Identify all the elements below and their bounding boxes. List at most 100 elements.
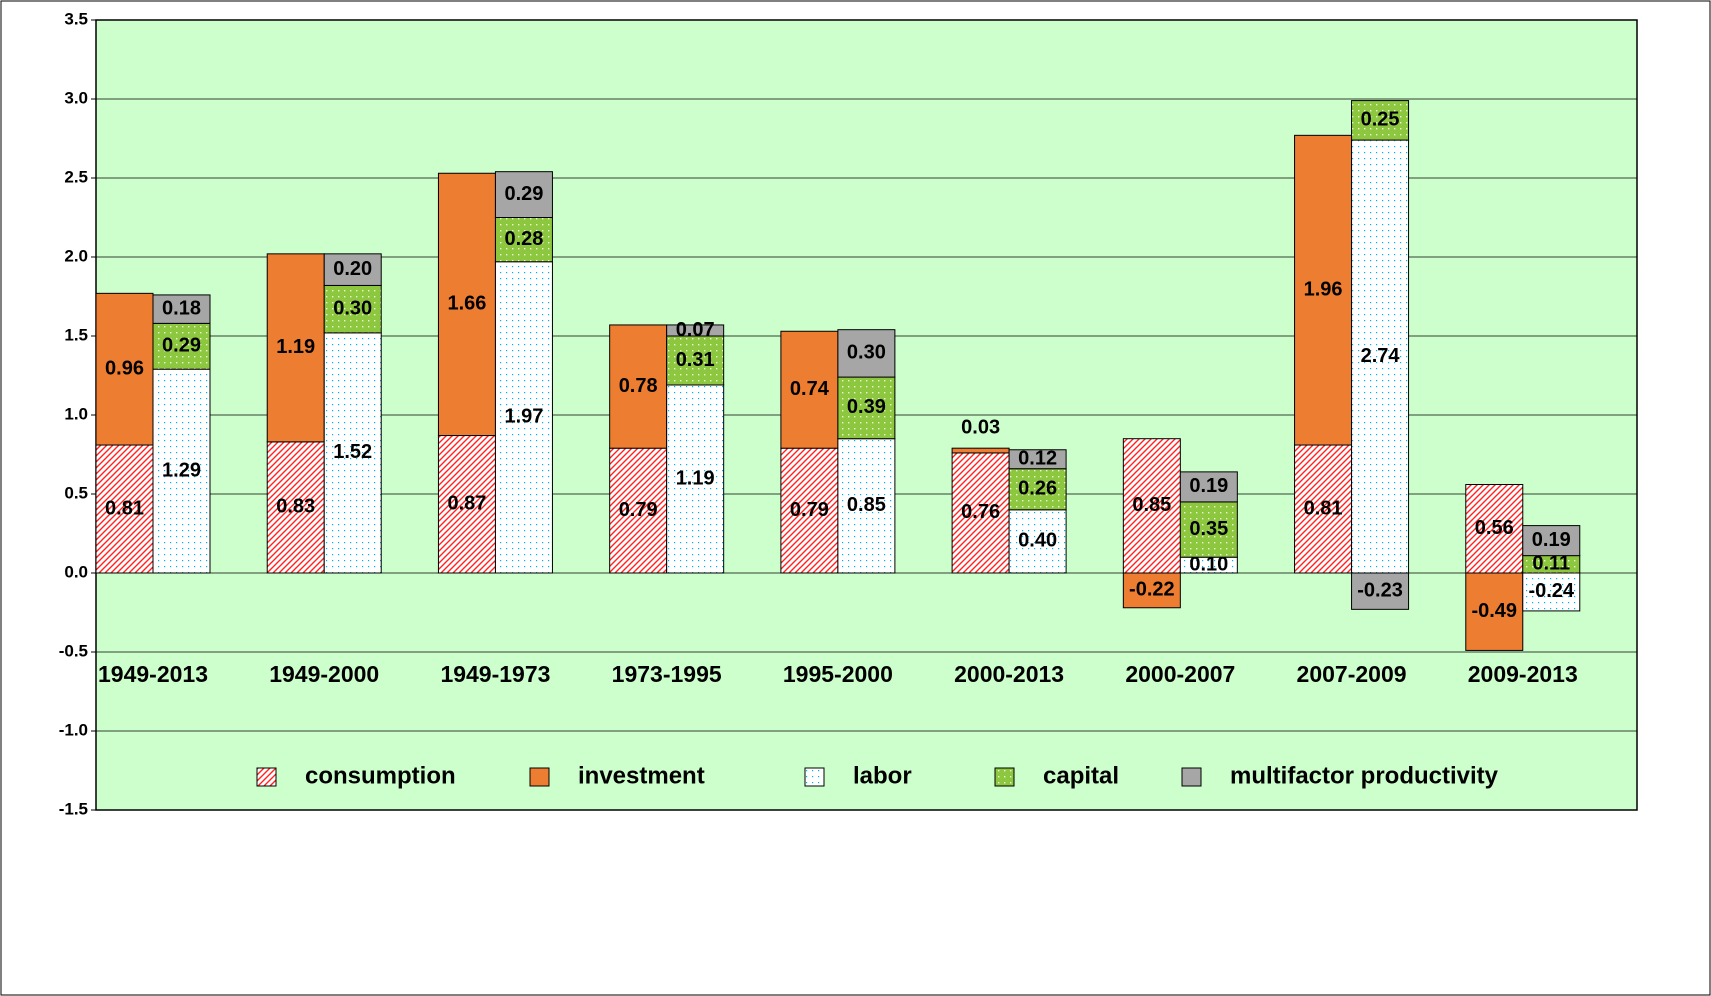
value-label: 0.25 (1361, 109, 1400, 131)
y-tick-label: 1.0 (64, 404, 88, 423)
bar-segment (494, 171, 553, 218)
value-label: 0.19 (1189, 475, 1228, 497)
x-tick-label: 1973-1995 (612, 661, 722, 687)
bar-segment (1008, 509, 1067, 574)
bar-segment (666, 384, 725, 574)
bar-segment (609, 324, 668, 449)
bar-segment (1008, 468, 1067, 511)
bar-segment (323, 253, 382, 286)
value-label: 0.20 (333, 258, 372, 280)
bar-segment (666, 324, 725, 337)
value-label: -0.23 (1357, 579, 1403, 601)
legend-swatch (529, 767, 550, 787)
value-label: 1.96 (1304, 278, 1343, 300)
x-tick-label: 1949-1973 (440, 661, 550, 687)
bar-segment (1351, 100, 1410, 141)
bar-segment (1122, 438, 1181, 574)
bar-segment (1522, 525, 1581, 557)
x-tick-label: 1949-2013 (98, 661, 208, 687)
bar-segment (609, 447, 668, 574)
value-label: 0.30 (333, 297, 372, 319)
legend-swatch (1181, 767, 1202, 787)
value-label: 0.26 (1018, 478, 1057, 500)
bar-segment (437, 172, 496, 437)
value-label: 0.12 (1018, 448, 1057, 470)
x-tick-label: 1949-2000 (269, 661, 379, 687)
value-label: 0.10 (1189, 553, 1228, 575)
x-tick-label: 2000-2007 (1125, 661, 1235, 687)
bar-segment (1008, 449, 1067, 470)
value-label: 0.76 (961, 501, 1000, 523)
bar-segment (1522, 572, 1581, 612)
bar-segment (1122, 572, 1181, 609)
value-label: 0.29 (162, 335, 201, 357)
bar-segment (951, 452, 1010, 574)
value-label: 1.29 (162, 459, 201, 481)
value-label: 0.39 (847, 396, 886, 418)
value-label: 0.07 (676, 319, 715, 341)
value-label: -0.22 (1129, 579, 1175, 601)
y-tick-label: 2.0 (64, 246, 88, 265)
bar-segment (152, 368, 211, 574)
y-tick-label: -0.5 (59, 641, 88, 660)
value-label: -0.49 (1471, 600, 1517, 622)
bar-segment (780, 447, 839, 574)
legend-label: capital (1043, 762, 1119, 789)
y-tick-label: 3.5 (64, 9, 88, 28)
legend-label: consumption (305, 762, 456, 789)
value-label: 1.19 (276, 336, 315, 358)
value-label: 0.85 (1132, 494, 1171, 516)
bar-segment (1351, 139, 1410, 574)
bar-segment (951, 447, 1010, 454)
value-label: 0.28 (504, 228, 543, 250)
value-label: 1.97 (504, 406, 543, 428)
bar-segment (837, 438, 896, 574)
value-label: 0.30 (847, 342, 886, 364)
bar-segment (494, 261, 553, 574)
value-label: 0.78 (619, 375, 658, 397)
bar-segment (494, 217, 553, 263)
value-label: 0.79 (790, 499, 829, 521)
legend-label: investment (578, 762, 705, 789)
value-label: 1.66 (447, 293, 486, 315)
value-label: 0.19 (1532, 529, 1571, 551)
value-label: 0.35 (1189, 518, 1228, 540)
value-label: 0.31 (676, 349, 715, 371)
legend-swatch (256, 767, 277, 787)
value-label: 0.18 (162, 297, 201, 319)
x-tick-label: 1995-2000 (783, 661, 893, 687)
value-label: 0.85 (847, 494, 886, 516)
value-label: 0.11 (1532, 553, 1570, 575)
value-label: 0.56 (1475, 517, 1514, 539)
value-label: 0.40 (1018, 530, 1057, 552)
x-tick-label: 2007-2009 (1297, 661, 1407, 687)
legend-swatch (994, 767, 1015, 787)
value-label: 0.81 (105, 497, 144, 519)
bar-segment (1179, 471, 1238, 503)
value-label: 1.52 (333, 441, 372, 463)
legend-swatch (804, 767, 825, 787)
bar-segment (837, 329, 896, 378)
y-tick-label: 0.0 (64, 562, 88, 581)
legend-label: labor (853, 762, 912, 789)
legend-label: multifactor productivity (1230, 762, 1499, 789)
value-label: 0.87 (447, 493, 486, 515)
bar-segment (152, 294, 211, 324)
value-label: 0.29 (504, 183, 543, 205)
value-label: 0.81 (1304, 497, 1343, 519)
y-tick-label: 1.5 (64, 325, 88, 344)
bar-segment (323, 332, 382, 574)
y-tick-label: -1.5 (59, 799, 88, 818)
bar-segment (1179, 501, 1238, 558)
bar-segment (1465, 572, 1524, 651)
value-label: 0.83 (276, 496, 315, 518)
y-tick-label: 0.5 (64, 483, 88, 502)
y-tick-label: 2.5 (64, 167, 88, 186)
bar-segment (95, 292, 154, 446)
y-tick-label: -1.0 (59, 720, 88, 739)
value-label: 0.74 (790, 378, 830, 400)
bar-segment (95, 444, 154, 574)
bar-segment (666, 335, 725, 386)
value-label: 0.79 (619, 499, 658, 521)
